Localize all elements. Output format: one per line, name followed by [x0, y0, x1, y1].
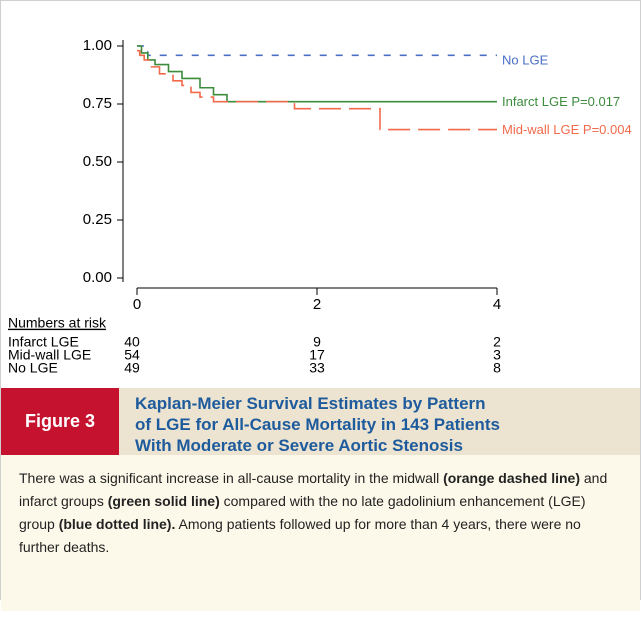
caption-text: (orange dashed line)	[443, 470, 580, 486]
chart: 0.00 0.25 0.50 0.75 1.00 0 2 4 No LGE Infarct LGE…	[8, 37, 632, 376]
line-label: No LGE	[502, 53, 549, 68]
figure-banner: Figure 3 Kaplan-Meier Survival Estimates…	[1, 388, 640, 455]
risk-count: 49	[124, 360, 140, 376]
y-tick-label: 0.50	[83, 153, 112, 170]
line-label: Mid-wall LGE P=0.004	[502, 122, 632, 137]
survival-line	[137, 45, 497, 57]
risk-count: 2	[493, 334, 501, 350]
y-tick-label: 1.00	[83, 37, 112, 54]
risk-count: 17	[309, 347, 325, 363]
caption-text: (blue dotted line).	[58, 516, 176, 532]
caption-text: compared with the no late gadolinium enh…	[19, 493, 586, 532]
risk-count: 3	[493, 347, 501, 363]
risk-count: 8	[493, 360, 501, 376]
risk-title: Numbers at risk	[8, 315, 107, 331]
caption: There was a significant increase in all-…	[1, 455, 640, 611]
x-tick-label: 0	[133, 296, 141, 313]
figure-label: Figure 3	[1, 388, 119, 455]
risk-count: 54	[124, 347, 140, 363]
caption-text: There was a significant increase in all-…	[19, 470, 444, 486]
x-tick-label: 2	[313, 296, 321, 313]
x-tick-label: 4	[493, 296, 501, 313]
risk-count: 33	[309, 360, 325, 376]
caption-text: (green solid line)	[107, 493, 220, 509]
y-tick-label: 0.75	[83, 95, 112, 112]
survival-line	[137, 49, 497, 131]
risk-count: 9	[313, 334, 321, 350]
figure-title-line: of LGE for All-Cause Mortality in 143 Pa…	[135, 415, 500, 434]
risk-row-label: Infarct LGE	[8, 334, 79, 350]
line-label: Infarct LGE P=0.017	[502, 94, 620, 109]
y-tick-label: 0.25	[83, 211, 112, 228]
risk-row-label: No LGE	[8, 360, 58, 376]
survival-line	[137, 45, 497, 103]
risk-count: 40	[124, 334, 140, 350]
figure-title-line: With Moderate or Severe Aortic Stenosis	[135, 436, 463, 455]
risk-row-label: Mid-wall LGE	[8, 347, 91, 363]
figure-title: Kaplan-Meier Survival Estimates by Patte…	[135, 393, 500, 456]
y-tick-label: 0.00	[83, 269, 112, 286]
figure-title-line: Kaplan-Meier Survival Estimates by Patte…	[135, 394, 486, 413]
caption-text: Among patients followed up for more than…	[19, 516, 581, 555]
caption-text: and infarct groups	[19, 470, 608, 509]
